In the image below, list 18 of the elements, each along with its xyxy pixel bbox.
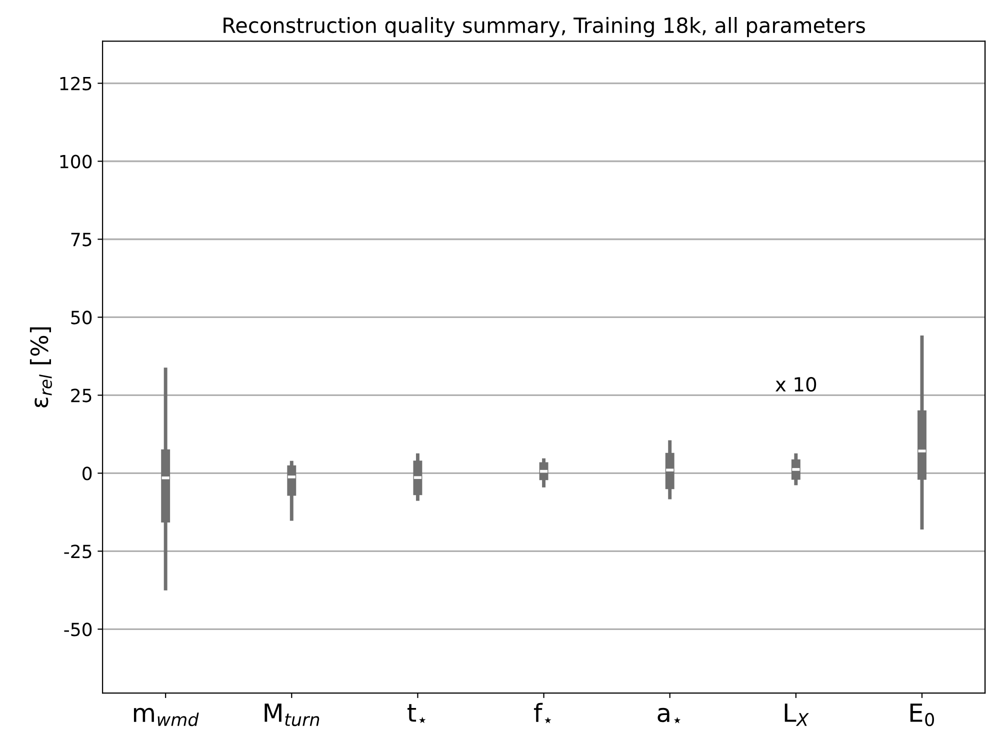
- chart-title: Reconstruction quality summary, Training 18k, all parameters: [224, 16, 865, 38]
- y-tick-label: 0: [82, 466, 92, 480]
- x-tick-label: t$_{⋆}$: [408, 704, 426, 724]
- y-tick-label: 125: [60, 76, 92, 90]
- x-tick-label: E$_{0}$: [910, 704, 934, 726]
- x-tick-label: L$_{X}$: [784, 704, 809, 726]
- annotation: x 10: [776, 376, 816, 392]
- x-tick-label: a$_{⋆}$: [658, 708, 681, 724]
- y-tick-label: 75: [71, 232, 92, 246]
- x-tick-label: M$_{turn}$: [264, 704, 320, 726]
- x-tick-label: f$_{⋆}$: [534, 702, 552, 724]
- y-tick-label: 100: [60, 154, 92, 168]
- y-tick-label: 50: [71, 310, 92, 324]
- y-tick-label: 25: [71, 388, 92, 402]
- y-tick-label: -50: [64, 622, 92, 636]
- y-axis-title: ε$_{rel}$ [%]: [30, 327, 52, 408]
- y-tick-label: -25: [64, 544, 92, 558]
- x-tick-label: m$_{wmd}$: [134, 708, 199, 726]
